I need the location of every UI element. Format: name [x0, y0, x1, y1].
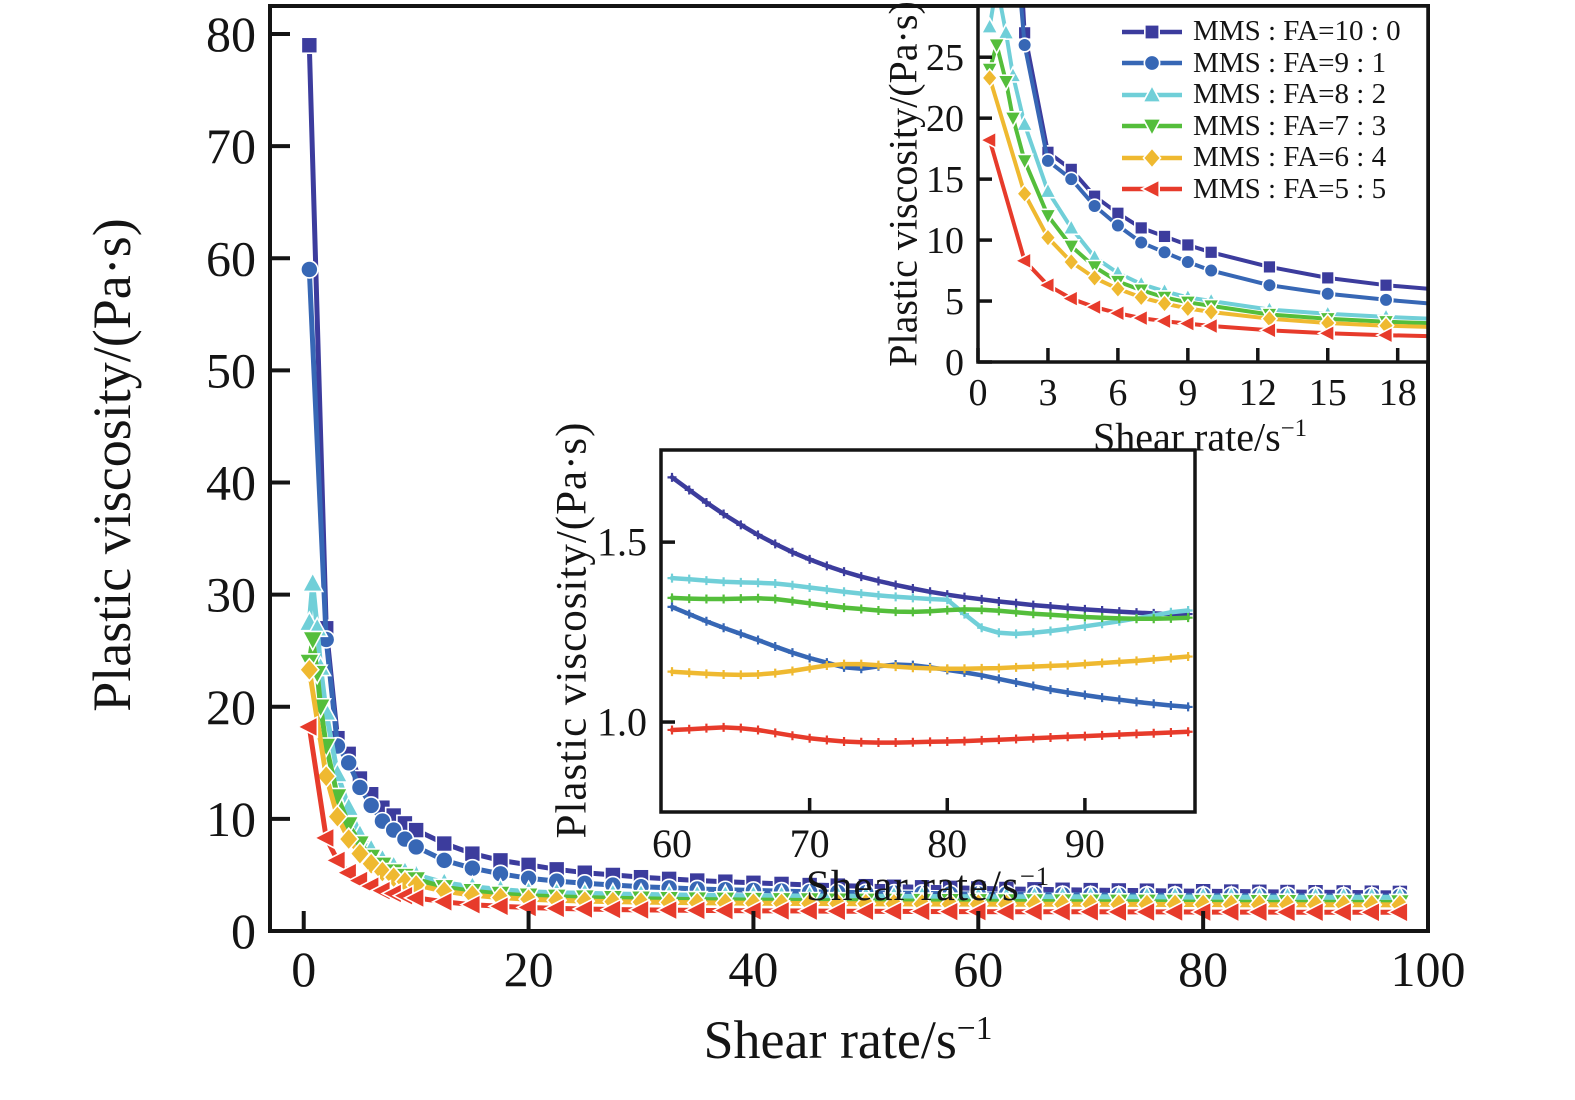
tick-label: 3 [1038, 372, 1057, 414]
superscript: −1 [1019, 860, 1051, 891]
tick-label: 90 [1065, 821, 1105, 866]
series-MMS-FA-6-4 [981, 67, 1428, 336]
tick-label: 9 [1178, 372, 1197, 414]
main-y-axis-title: Plastic viscosity/(Pa·s) [82, 218, 142, 712]
series-MMS-FA-10-0 [667, 472, 1193, 619]
superscript: −1 [1280, 415, 1308, 443]
legend-marker-triangle-down [1122, 118, 1182, 138]
legend-marker-triangle-up [1122, 83, 1182, 103]
legend-marker-triangle-left [1122, 178, 1182, 200]
tick-label: 50 [206, 342, 256, 398]
tick-label: 80 [927, 821, 967, 866]
tick-label: 70 [790, 821, 830, 866]
tick-label: 80 [206, 6, 256, 62]
tick-label: 1.5 [597, 520, 647, 565]
tick-label: 12 [1239, 372, 1277, 414]
legend: MMS : FA=10 : 0 MMS : FA=9 : 1 MMS : FA=8 … [1120, 15, 1401, 206]
tick-label: 60 [652, 821, 692, 866]
legend-label: MMS : FA=7 : 3 [1193, 109, 1387, 142]
tick-label: 0 [231, 903, 256, 959]
tick-label: 40 [728, 941, 778, 997]
inset-top-right: 0 3 6 9 12 15 18 0 5 10 15 20 25 [926, 4, 1430, 414]
legend-label: MMS : FA=9 : 1 [1193, 46, 1387, 79]
legend-label: MMS : FA=10 : 0 [1193, 15, 1401, 48]
legend-label: MMS : FA=8 : 2 [1193, 78, 1387, 111]
legend-label: MMS : FA=5 : 5 [1193, 172, 1387, 205]
series-MMS-FA-5-5 [667, 722, 1193, 748]
tick-label: 60 [206, 230, 256, 286]
main-x-axis-title: Shear rate/s−1 [703, 1010, 993, 1070]
legend-item: MMS : FA=5 : 5 [1120, 172, 1401, 206]
tick-label: 15 [1309, 372, 1347, 414]
legend-marker-diamond [1122, 146, 1182, 169]
legend-item: MMS : FA=7 : 3 [1120, 109, 1401, 143]
tick-label: 20 [926, 98, 964, 140]
tick-label: 5 [945, 281, 964, 323]
tick-label: 25 [926, 37, 964, 79]
tick-label: 10 [206, 791, 256, 847]
series-MMS-FA-7-3 [667, 593, 1193, 624]
tick-label: 40 [206, 455, 256, 511]
series-MMS-FA-6-4 [667, 652, 1193, 680]
tick-label: 60 [953, 941, 1003, 997]
tick-label: 20 [504, 941, 554, 997]
inset-middle-x-axis-title: Shear rate/s−1 [805, 860, 1051, 911]
legend-marker-square [1122, 23, 1182, 40]
legend-item: MMS : FA=6 : 4 [1120, 141, 1401, 174]
series-MMS-FA-5-5 [978, 130, 1428, 345]
legend-marker-circle [1122, 54, 1182, 72]
tick-label: 30 [206, 567, 256, 623]
tick-label: 70 [206, 118, 256, 174]
tick-label: 20 [206, 679, 256, 735]
tick-label: 0 [945, 342, 964, 384]
series-MMS-FA-8-2 [667, 573, 1193, 639]
inset-top-right-x-axis-title: Shear rate/s−1 [1092, 414, 1308, 460]
tick-label: 1.0 [597, 700, 647, 745]
tick-label: 0 [969, 372, 988, 414]
series-MMS-FA-9-1 [1017, 6, 1428, 308]
superscript: −1 [956, 1010, 993, 1047]
legend-item: MMS : FA=10 : 0 [1120, 15, 1401, 48]
tick-label: 15 [926, 159, 964, 201]
inset-top-right-y-axis-title: Plastic viscosity/(Pa·s) [880, 1, 926, 367]
legend-item: MMS : FA=8 : 2 [1120, 78, 1401, 111]
tick-label: 100 [1391, 941, 1466, 997]
tick-label: 6 [1108, 372, 1127, 414]
inset-middle: 60 70 80 90 1.0 1.5 [597, 448, 1197, 866]
tick-label: 0 [291, 941, 316, 997]
tick-label: 80 [1178, 941, 1228, 997]
legend-item: MMS : FA=9 : 1 [1120, 46, 1401, 80]
tick-label: 10 [926, 220, 964, 262]
inset-middle-y-axis-title: Plastic viscosity/(Pa·s) [548, 421, 596, 839]
legend-label: MMS : FA=6 : 4 [1193, 141, 1387, 174]
tick-label: 18 [1379, 372, 1417, 414]
